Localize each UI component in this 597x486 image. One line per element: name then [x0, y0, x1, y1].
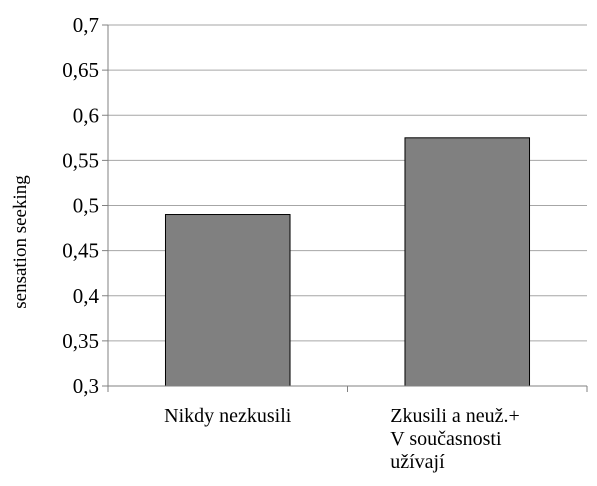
y-axis-title: sensation seeking — [10, 175, 31, 309]
bar-1 — [164, 214, 291, 387]
y-tick-label: 0,55 — [62, 148, 99, 172]
x-category-label: V současnosti — [390, 428, 502, 450]
y-tick-label: 0,3 — [73, 374, 99, 398]
y-tick-labels: 0,3 0,35 0,4 0,45 0,5 0,55 0,6 0,65 0,7 — [62, 13, 99, 398]
bars — [164, 137, 531, 387]
y-tick-label: 0,7 — [73, 13, 99, 37]
axes — [102, 24, 588, 392]
bar-2 — [404, 137, 531, 387]
x-category-label: Zkusili a neuž.+ — [390, 405, 520, 427]
y-tick-label: 0,35 — [62, 329, 99, 353]
x-category-labels: Nikdy nezkusili Zkusili a neuž.+V současn… — [164, 405, 520, 473]
y-tick-label: 0,6 — [73, 103, 99, 127]
x-category-label: Nikdy nezkusili — [164, 405, 292, 427]
y-tick-label: 0,65 — [62, 58, 99, 82]
x-category-label: užívají — [390, 451, 445, 473]
y-tick-label: 0,5 — [73, 194, 99, 218]
y-tick-label: 0,45 — [62, 239, 99, 263]
y-tick-label: 0,4 — [73, 284, 100, 308]
